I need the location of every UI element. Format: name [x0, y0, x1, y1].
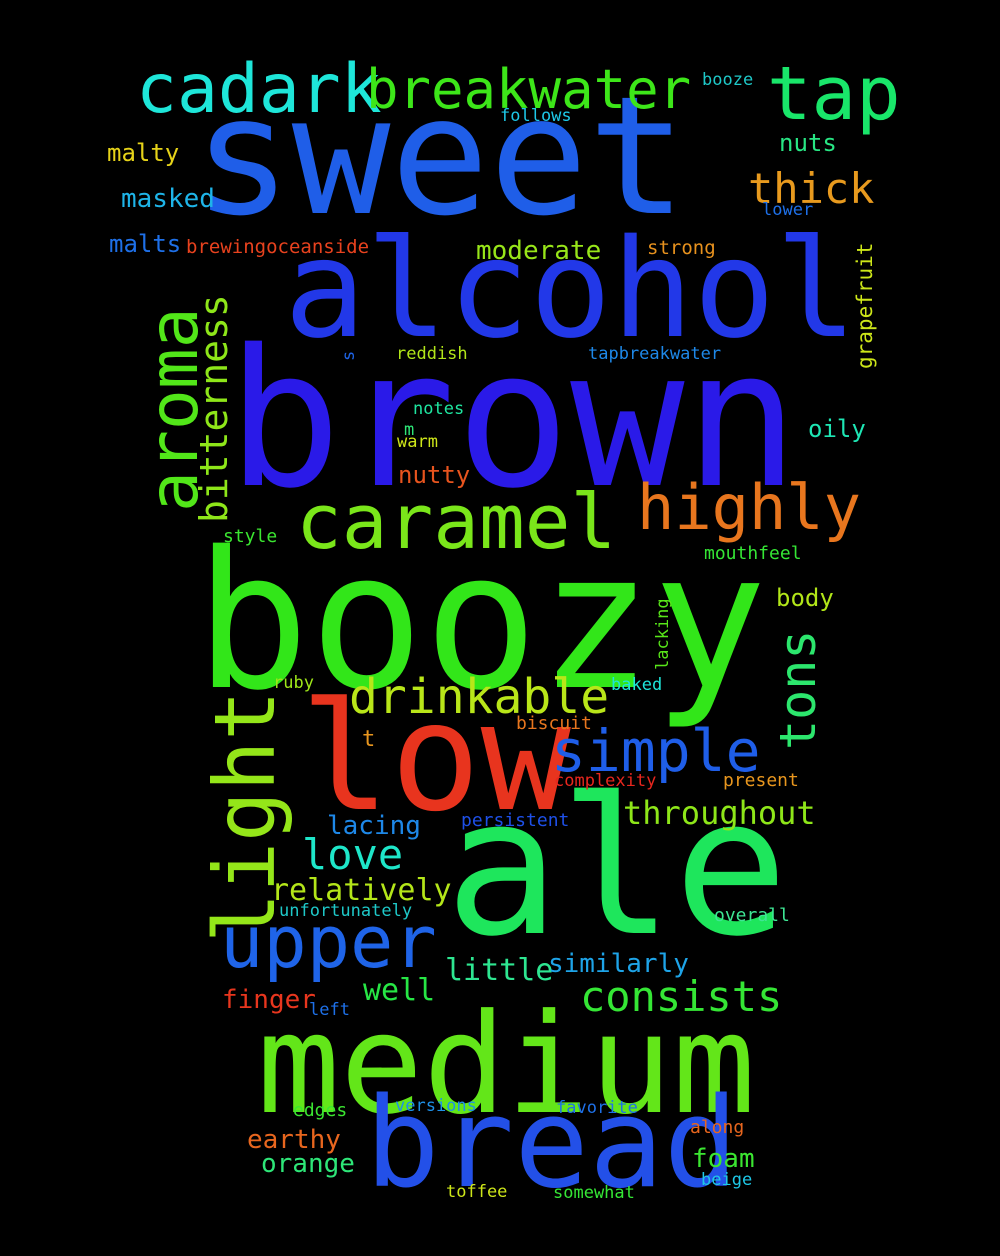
- word-earthy: earthy: [247, 1125, 341, 1155]
- word-breakwater: breakwater: [366, 58, 692, 121]
- word-left: left: [309, 1000, 350, 1020]
- word-masked: masked: [121, 184, 215, 214]
- word-reddish: reddish: [396, 344, 468, 364]
- word-bitterness: bitterness: [192, 294, 236, 523]
- word-thick: thick: [748, 164, 875, 213]
- word-persistent: persistent: [461, 810, 570, 831]
- word-orange: orange: [261, 1149, 355, 1179]
- word-t: t: [362, 727, 376, 752]
- word-ruby: ruby: [273, 673, 314, 693]
- word-present: present: [723, 770, 799, 791]
- word-follows: follows: [500, 106, 572, 126]
- word-brewingoceanside: brewingoceanside: [186, 236, 370, 258]
- word-body: body: [776, 584, 834, 612]
- word-drinkable: drinkable: [349, 669, 610, 725]
- word-edges: edges: [293, 1100, 348, 1121]
- word-booze: booze: [702, 70, 754, 90]
- word-bread: bread: [365, 1072, 739, 1216]
- word-brown: brown: [227, 309, 799, 530]
- word-strong: strong: [647, 237, 716, 259]
- word-style: style: [223, 526, 278, 547]
- word-finger: finger: [222, 985, 316, 1015]
- word-moderate: moderate: [476, 236, 602, 266]
- word-alcohol: alcohol: [284, 211, 858, 369]
- word-mouthfeel: mouthfeel: [704, 543, 802, 564]
- word-versions: versions: [395, 1096, 477, 1116]
- word-unfortunately: unfortunately: [279, 901, 413, 921]
- word-throughout: throughout: [623, 794, 816, 832]
- word-medium: medium: [257, 984, 756, 1145]
- word-similarly: similarly: [548, 949, 689, 979]
- word-lacing: lacing: [327, 811, 421, 841]
- word-malts: malts: [109, 230, 182, 258]
- word-m: m: [404, 420, 415, 440]
- word-highly: highly: [637, 471, 861, 544]
- word-overall: overall: [714, 905, 790, 926]
- word-notes: notes: [413, 399, 465, 419]
- word-foam: foam: [692, 1144, 755, 1174]
- word-love: love: [302, 830, 404, 879]
- word-oily: oily: [808, 415, 866, 443]
- word-tap: tap: [767, 51, 901, 137]
- word-biscuit: biscuit: [516, 713, 592, 734]
- word-caramel: caramel: [296, 477, 617, 566]
- word-along: along: [690, 1117, 745, 1138]
- word-sweet: sweet: [193, 61, 687, 252]
- word-tons: tons: [769, 629, 827, 750]
- word-relatively: relatively: [271, 873, 452, 908]
- word-grapefruit: grapefruit: [853, 242, 877, 369]
- word-tapbreakwater: tapbreakwater: [588, 344, 722, 364]
- word-little: little: [445, 953, 554, 988]
- word-nuts: nuts: [779, 129, 837, 157]
- word-complexity: complexity: [554, 771, 657, 791]
- word-simple: simple: [551, 717, 761, 785]
- word-upper: upper: [220, 900, 437, 984]
- word-beige: beige: [701, 1170, 753, 1190]
- word-s: s: [339, 350, 359, 361]
- word-well: well: [363, 973, 436, 1008]
- word-malty: malty: [107, 139, 180, 167]
- word-favorite: favorite: [556, 1098, 638, 1118]
- word-toffee: toffee: [446, 1182, 508, 1202]
- word-boozy: boozy: [195, 511, 767, 732]
- word-cadark: cadark: [136, 50, 382, 129]
- word-low: low: [300, 671, 571, 845]
- word-somewhat: somewhat: [553, 1183, 635, 1203]
- word-ale: ale: [445, 757, 789, 978]
- word-consists: consists: [580, 972, 783, 1021]
- word-warm: warm: [397, 432, 438, 452]
- word-nutty: nutty: [398, 461, 471, 489]
- word-lower: lower: [762, 200, 814, 220]
- word-lacking: lacking: [653, 598, 673, 670]
- word-baked: baked: [611, 675, 663, 695]
